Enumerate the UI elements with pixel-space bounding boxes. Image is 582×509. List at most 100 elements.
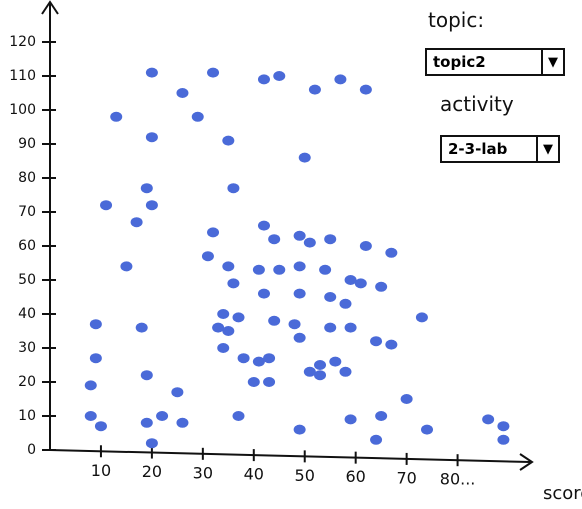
point — [324, 292, 337, 302]
point — [156, 411, 169, 421]
point — [339, 366, 352, 377]
point — [344, 322, 357, 333]
point — [329, 356, 342, 367]
point — [257, 74, 270, 85]
point — [176, 417, 189, 428]
point — [359, 241, 372, 251]
point — [293, 424, 306, 435]
point — [344, 414, 357, 425]
y-tick-label: 120 — [9, 34, 36, 50]
point — [176, 88, 189, 98]
x-tick-label: 70 — [396, 468, 416, 487]
point — [268, 315, 281, 326]
point — [319, 264, 332, 275]
point — [145, 132, 158, 143]
x-tick-label: 80... — [440, 470, 476, 489]
y-tick-label: 30 — [18, 340, 36, 356]
point — [303, 237, 316, 248]
point — [140, 183, 153, 194]
point — [293, 332, 306, 343]
x-axis-label: scores — [543, 483, 582, 504]
point — [171, 387, 184, 398]
point — [252, 356, 265, 367]
point — [145, 200, 158, 211]
y-tick-label: 0 — [27, 442, 36, 458]
point — [324, 234, 337, 245]
point — [497, 434, 510, 445]
point — [145, 67, 158, 78]
point — [497, 421, 510, 432]
point — [314, 370, 327, 381]
x-tick-label: 50 — [295, 466, 315, 485]
point — [84, 411, 97, 421]
point — [191, 111, 204, 122]
point — [263, 377, 276, 387]
point — [314, 360, 327, 370]
point — [334, 74, 347, 85]
x-tick-label: 60 — [346, 467, 366, 486]
point — [268, 234, 281, 245]
point — [140, 417, 153, 428]
activity-dropdown[interactable]: 2-3-lab ▼ — [440, 135, 560, 163]
x-axis — [49, 449, 531, 463]
point — [482, 414, 495, 425]
point — [145, 438, 158, 449]
point — [257, 288, 270, 299]
point — [89, 353, 102, 364]
point — [222, 326, 235, 336]
point — [375, 281, 388, 292]
point — [273, 71, 286, 81]
x-axis-arrow — [519, 453, 534, 471]
point — [359, 84, 372, 95]
y-tick-label: 50 — [18, 272, 36, 288]
point — [308, 84, 321, 95]
point — [400, 394, 413, 404]
y-tick-label: 60 — [18, 238, 36, 254]
point — [293, 261, 306, 272]
point — [217, 343, 230, 353]
point — [110, 111, 123, 122]
point — [344, 275, 357, 285]
point — [263, 353, 276, 364]
point — [257, 220, 270, 231]
point — [140, 370, 153, 381]
point — [89, 319, 102, 330]
point — [303, 366, 316, 377]
dropdown-arrow: ▼ — [536, 137, 558, 161]
point — [207, 67, 220, 78]
activity-value: 2-3-lab — [448, 140, 508, 158]
point — [120, 261, 133, 272]
x-tick-label: 10 — [91, 461, 111, 480]
topic-label: topic: — [428, 8, 485, 32]
y-tick-label: 70 — [18, 204, 36, 220]
point — [222, 135, 235, 146]
point — [247, 377, 260, 387]
point — [227, 278, 240, 289]
point — [227, 183, 240, 194]
point — [94, 421, 107, 432]
y-tick-label: 80 — [18, 170, 36, 186]
point — [370, 336, 383, 347]
topic-value: topic2 — [433, 53, 486, 71]
topic-dropdown[interactable]: topic2 ▼ — [425, 48, 565, 76]
point — [212, 322, 225, 333]
point — [130, 217, 143, 228]
point — [273, 264, 286, 275]
point — [293, 230, 306, 241]
point — [237, 353, 250, 364]
point — [339, 298, 352, 309]
y-tick-label: 90 — [18, 136, 36, 152]
activity-label: activity — [440, 92, 514, 116]
x-tick-label: 20 — [142, 462, 162, 481]
point — [385, 247, 398, 258]
point — [354, 278, 367, 289]
dropdown-arrow: ▼ — [541, 50, 563, 74]
point — [84, 380, 97, 391]
point — [375, 411, 388, 421]
y-tick-label: 10 — [18, 408, 36, 424]
point — [100, 200, 113, 211]
point — [293, 288, 306, 299]
point — [207, 227, 220, 238]
